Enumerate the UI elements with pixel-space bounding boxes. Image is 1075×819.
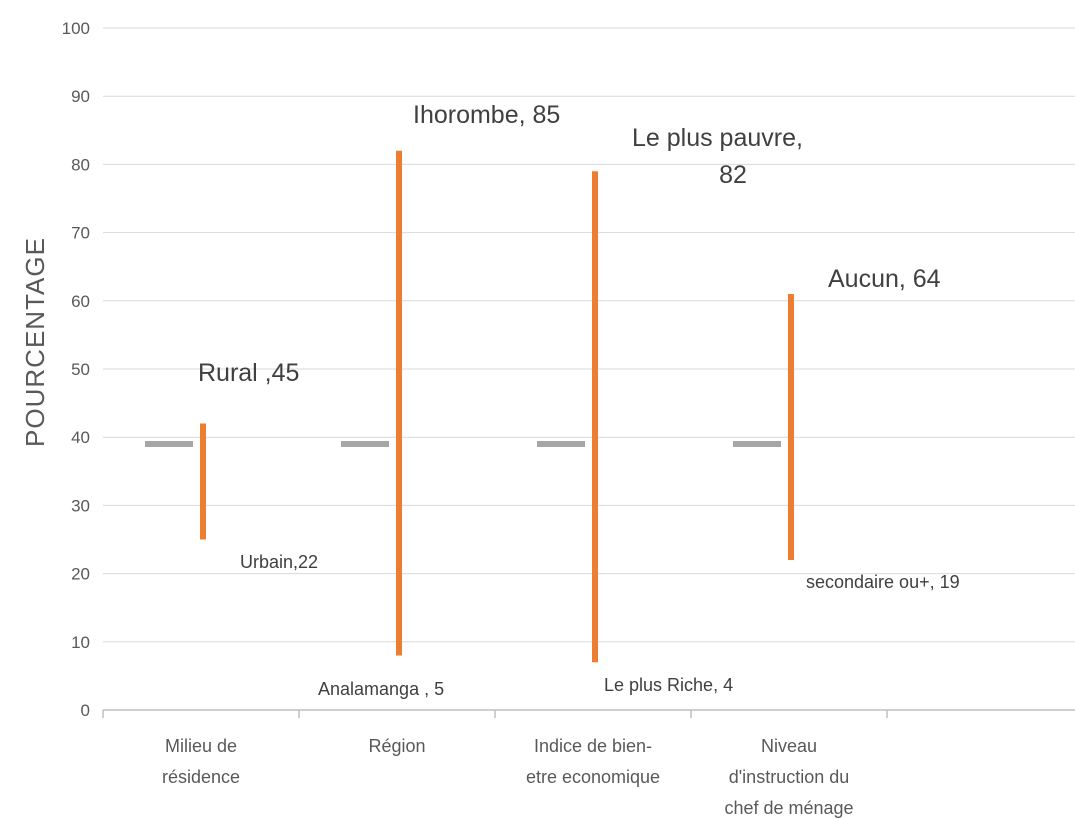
gridlines [103,27,1075,643]
category-label: Milieu de résidence [162,736,240,787]
category-label: Indice de bien-etre economique [526,736,660,787]
y-tick-label: 30 [71,496,90,515]
y-tick-label: 80 [71,155,90,174]
y-axis-title: POURCENTAGE [20,237,50,447]
low-value-label: Analamanga , 5 [318,679,444,699]
category-label-line: d'instruction du [729,767,850,787]
annotations: Rural ,45 Ihorombe, 85 Le plus pauvre, 82 Au… [198,101,960,699]
category-label-line: résidence [162,767,240,787]
low-value-label: secondaire ou+, 19 [806,572,960,592]
high-value-label: Aucun, 64 [828,265,941,293]
high-value-label: Le plus pauvre, [632,124,803,152]
category-label-line: Milieu de [165,736,237,756]
high-value-label: 82 [719,161,747,189]
y-tick-label: 90 [71,87,90,106]
category-labels: Milieu de résidence Région Indice de bien-e… [162,736,854,818]
y-tick-label: 40 [71,428,90,447]
category-label-line: chef de ménage [724,798,853,818]
y-tick-label: 70 [71,224,90,243]
category-label-line: Indice de bien- [534,736,652,756]
category-label-line: Niveau [761,736,817,756]
y-tick-label: 10 [71,633,90,652]
category-label-line: etre economique [526,767,660,787]
category-label: Région [368,736,425,756]
series-marks [145,150,794,663]
y-tick-labels: 0 10 20 30 40 50 60 70 80 90 100 [62,19,90,720]
low-value-label: Urbain,22 [240,552,318,572]
y-tick-label: 0 [81,701,90,720]
low-value-label: Le plus Riche, 4 [604,675,733,695]
high-value-label: Rural ,45 [198,359,299,387]
category-label-line: Région [368,736,425,756]
y-tick-label: 20 [71,565,90,584]
x-axis [102,709,1075,718]
y-tick-label: 50 [71,360,90,379]
high-value-label: Ihorombe, 85 [413,101,560,129]
y-tick-label: 100 [62,19,90,38]
category-label: Niveau d'instruction du chef de ménage [724,736,853,818]
y-tick-label: 60 [71,292,90,311]
